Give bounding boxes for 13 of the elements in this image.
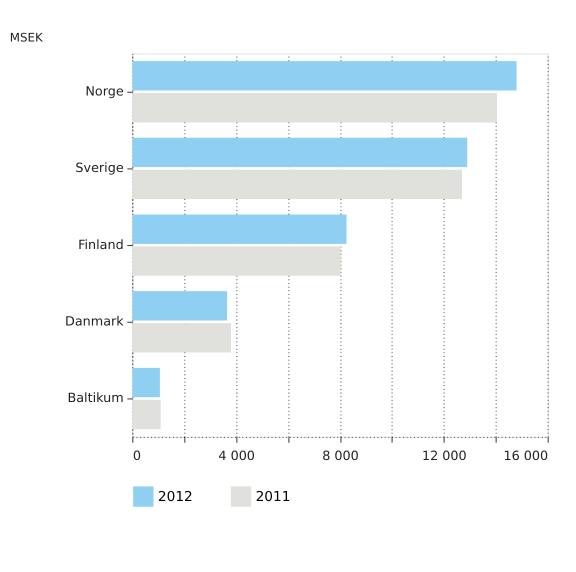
- x-tick-label: 0: [132, 449, 141, 464]
- x-tick-label: 16 000: [503, 449, 548, 464]
- y-tick-label: Danmark: [65, 314, 124, 330]
- text: MSEK: [10, 30, 44, 45]
- legend-label: 2011: [256, 489, 290, 506]
- text: 4 000: [218, 449, 255, 464]
- y-tick-label: Sverige: [75, 161, 124, 176]
- x-tick-label: 8 000: [322, 449, 359, 464]
- legend-label: 2012: [158, 489, 193, 506]
- y-tick-label: Baltikum: [67, 391, 124, 406]
- y-tick-label: Norge: [85, 84, 124, 100]
- y-tick-label: Finland: [78, 238, 124, 253]
- x-tick-label: 12 000: [422, 449, 467, 464]
